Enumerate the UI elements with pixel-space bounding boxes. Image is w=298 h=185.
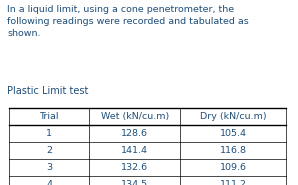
- Text: 3: 3: [46, 163, 52, 172]
- Text: 109.6: 109.6: [220, 163, 247, 172]
- Text: Plastic Limit test: Plastic Limit test: [7, 86, 89, 96]
- Text: Wet (kN/cu.m): Wet (kN/cu.m): [101, 112, 169, 121]
- Text: 134.5: 134.5: [121, 180, 148, 185]
- Text: 116.8: 116.8: [220, 146, 247, 155]
- Text: 2: 2: [46, 146, 52, 155]
- Text: 132.6: 132.6: [121, 163, 148, 172]
- Text: 128.6: 128.6: [121, 129, 148, 138]
- Text: Dry (kN/cu.m): Dry (kN/cu.m): [200, 112, 266, 121]
- Text: 111.2: 111.2: [220, 180, 247, 185]
- Text: In a liquid limit, using a cone penetrometer, the
following readings were record: In a liquid limit, using a cone penetrom…: [7, 5, 249, 38]
- Text: 105.4: 105.4: [220, 129, 247, 138]
- Text: 1: 1: [46, 129, 52, 138]
- Text: Trial: Trial: [39, 112, 59, 121]
- Text: 4: 4: [46, 180, 52, 185]
- Text: 141.4: 141.4: [121, 146, 148, 155]
